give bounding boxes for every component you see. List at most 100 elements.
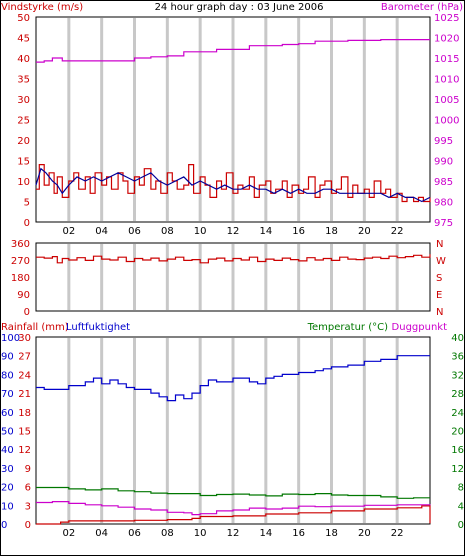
- rain-x-tick: 10: [194, 528, 207, 539]
- rain-series-rain: [36, 505, 431, 525]
- rain-x-tick: 22: [391, 528, 404, 539]
- dewpoint-axis-label: Duggpunkt: [392, 322, 448, 333]
- rain-y-tick: 24: [18, 370, 31, 381]
- wind-y-tick: 50: [17, 13, 30, 24]
- wind-x-tick: 12: [227, 226, 240, 237]
- rain-x-tick: 20: [358, 528, 371, 539]
- wind-series-wind_avg: [35, 167, 431, 203]
- barometer-axis-label: Barometer (hPa): [381, 2, 463, 13]
- rain-y-tick: 15: [18, 427, 31, 438]
- temperature-y-tick: 4: [458, 501, 464, 512]
- wind-y-tick: 20: [17, 136, 30, 147]
- wind-series-baro: [36, 39, 430, 63]
- wind-x-tick: 08: [161, 226, 174, 237]
- rain-x-tick: 14: [259, 528, 272, 539]
- wind-x-tick: 02: [62, 226, 75, 237]
- barometer-y-tick: 1020: [434, 34, 459, 45]
- rain-x-tick: 18: [325, 528, 338, 539]
- direction-y-tick: 360: [11, 239, 30, 250]
- wind-y-tick: 40: [17, 54, 30, 65]
- rain-y-tick: 3: [25, 501, 31, 512]
- temperature-y-tick: 0: [458, 520, 464, 531]
- temperature-y-tick: 8: [458, 483, 464, 494]
- graph-title: 24 hour graph day : 03 June 2006: [155, 2, 324, 13]
- rain-y-tick: 18: [18, 408, 31, 419]
- rainfall-axis-label: Rainfall (mm): [1, 322, 69, 333]
- barometer-y-tick: 1010: [434, 75, 459, 86]
- rain-x-tick: 04: [95, 528, 108, 539]
- wind-y-tick: 5: [24, 198, 30, 209]
- rain-y-tick: 30: [18, 333, 31, 344]
- wind-y-tick: 25: [17, 116, 30, 127]
- wind-x-tick: 16: [292, 226, 305, 237]
- wind-x-tick: 18: [325, 226, 338, 237]
- humidity-y-tick: 70: [1, 389, 14, 400]
- wind-x-tick: 10: [194, 226, 207, 237]
- rain-y-tick: 0: [25, 520, 31, 531]
- rain-x-tick: 06: [128, 528, 141, 539]
- wind-x-tick: 22: [391, 226, 404, 237]
- compass-label: N: [436, 239, 443, 250]
- barometer-y-tick: 1025: [434, 13, 459, 24]
- wind-x-tick: 20: [358, 226, 371, 237]
- barometer-y-tick: 985: [434, 177, 453, 188]
- temperature-y-tick: 24: [451, 408, 464, 419]
- wind-y-tick: 10: [17, 177, 30, 188]
- humidity-y-tick: 100: [1, 333, 20, 344]
- temperature-y-tick: 28: [451, 389, 464, 400]
- temperature-y-tick: 20: [451, 427, 464, 438]
- barometer-y-tick: 1000: [434, 116, 459, 127]
- direction-y-tick: 90: [17, 290, 30, 301]
- temperature-y-tick: 32: [451, 370, 464, 381]
- temperature-y-tick: 16: [451, 445, 464, 456]
- rain-series-hum: [36, 355, 430, 402]
- direction-series: [36, 254, 431, 264]
- barometer-y-tick: 980: [434, 198, 453, 209]
- temperature-y-tick: 12: [451, 464, 464, 475]
- wind-y-tick: 15: [17, 157, 30, 168]
- rain-series-dew: [36, 501, 431, 516]
- rain-y-tick: 6: [25, 483, 31, 494]
- direction-y-tick: 0: [24, 307, 30, 318]
- direction-y-tick: 180: [11, 273, 30, 284]
- wind-axis-label: Vindstyrke (m/s): [1, 2, 83, 13]
- rain-x-tick: 16: [292, 528, 305, 539]
- compass-label: W: [436, 256, 446, 267]
- wind-x-tick: 06: [128, 226, 141, 237]
- wind-y-tick: 35: [17, 75, 30, 86]
- wind-y-tick: 30: [17, 95, 30, 106]
- humidity-y-tick: 40: [1, 445, 14, 456]
- temperature-y-tick: 36: [451, 352, 464, 363]
- rain-x-tick: 02: [62, 528, 75, 539]
- barometer-y-tick: 975: [434, 218, 453, 229]
- rain-y-tick: 21: [18, 389, 31, 400]
- wind-y-tick: 45: [17, 34, 30, 45]
- barometer-y-tick: 1015: [434, 54, 459, 65]
- temperature-axis-label: Temperatur (°C): [307, 322, 388, 333]
- humidity-y-tick: 10: [1, 501, 14, 512]
- humidity-y-tick: 30: [1, 464, 14, 475]
- direction-y-tick: 270: [11, 256, 30, 267]
- rain-y-tick: 9: [25, 464, 31, 475]
- humidity-y-tick: 90: [1, 352, 14, 363]
- compass-label: N: [436, 307, 443, 318]
- wind-series-wind: [36, 164, 431, 203]
- humidity-y-tick: 80: [1, 370, 14, 381]
- wind-x-tick: 04: [95, 226, 108, 237]
- rain-series-temp: [36, 486, 430, 499]
- barometer-y-tick: 1005: [434, 95, 459, 106]
- barometer-y-tick: 995: [434, 136, 453, 147]
- wind-y-tick: 0: [24, 218, 30, 229]
- humidity-axis-label: Luftfuktighet: [66, 322, 130, 333]
- rain-x-tick: 12: [227, 528, 240, 539]
- humidity-y-tick: 20: [1, 483, 14, 494]
- rain-x-tick: 08: [161, 528, 174, 539]
- wind-x-tick: 14: [259, 226, 272, 237]
- temperature-y-tick: 40: [451, 333, 464, 344]
- compass-label: E: [436, 290, 442, 301]
- rain-y-tick: 27: [18, 352, 31, 363]
- rain-y-tick: 12: [18, 445, 31, 456]
- humidity-y-tick: 0: [1, 520, 7, 531]
